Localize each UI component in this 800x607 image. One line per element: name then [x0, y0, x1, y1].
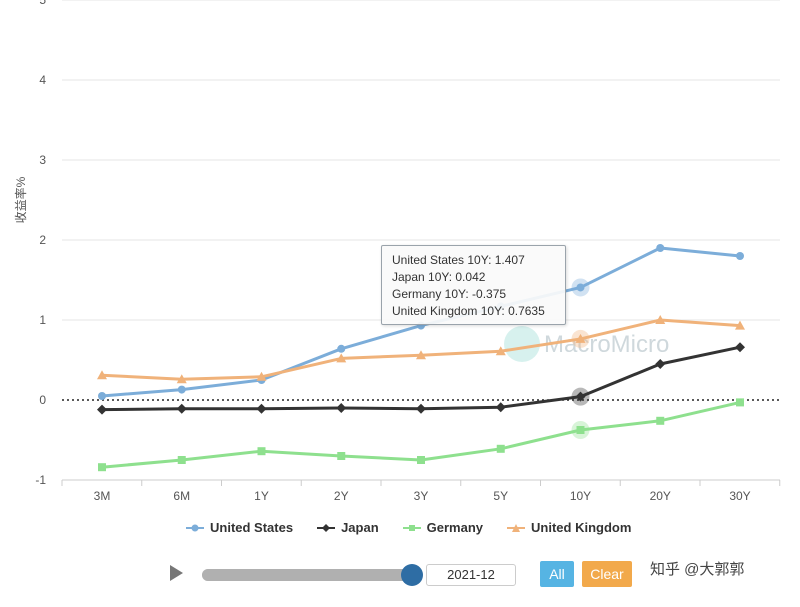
data-point [336, 403, 347, 413]
clear-button[interactable]: Clear [582, 561, 632, 587]
data-point [337, 344, 346, 353]
legend-label-japan: Japan [341, 520, 379, 535]
y-axis-label: 收益率% [13, 176, 28, 223]
x-tick-label: 10Y [570, 489, 591, 503]
data-point [656, 416, 665, 425]
tooltip-line-us: United States 10Y: 1.407 [392, 253, 525, 267]
axes: -1 0 1 2 3 4 5 3M 6M 1Y 2Y 3Y 5Y 10Y 20Y 30Y [35, 0, 781, 503]
y-tick-label: 3 [39, 153, 46, 167]
legend-swatch-germany [402, 524, 421, 531]
data-point [736, 398, 744, 407]
watermark-text: MacroMicro [544, 331, 669, 358]
series-united-states [98, 244, 744, 400]
legend-item-germany[interactable]: Germany [402, 520, 484, 535]
slider-handle[interactable] [401, 564, 423, 586]
data-point [656, 244, 665, 252]
yield-curve-chart: MacroMicro -1 0 1 2 3 4 5 3M 6M 1Y 2Y 3Y 5Y 10Y 20Y 30Y… [13, 0, 781, 503]
x-tick-label: 1Y [254, 489, 269, 503]
y-tick-label: 5 [39, 0, 46, 7]
series-united-kingdom [97, 315, 745, 384]
data-point [735, 320, 745, 330]
y-tick-label: 2 [39, 233, 46, 247]
tooltip-line-uk: United Kingdom 10Y: 0.7635 [392, 304, 545, 318]
data-point [736, 252, 744, 260]
legend-swatch-united-kingdom [507, 523, 526, 532]
data-point [98, 463, 106, 472]
data-point [177, 456, 186, 464]
data-point [575, 333, 586, 343]
x-tick-label: 30Y [729, 489, 750, 503]
data-point [97, 370, 107, 380]
data-point [256, 371, 267, 381]
x-tick-label: 5Y [493, 489, 508, 503]
x-tick-label: 20Y [650, 489, 671, 503]
legend-swatch-united-states [186, 524, 204, 531]
chart-legend: United States Japan Germany United Kingd… [186, 520, 631, 535]
data-point [177, 385, 186, 394]
watermark: MacroMicro [504, 326, 669, 362]
legend-label-united-states: United States [210, 520, 294, 535]
slider-fill [202, 569, 412, 581]
data-point [495, 346, 506, 356]
date-display[interactable]: 2021-12 [426, 564, 516, 586]
data-point [176, 403, 187, 414]
play-icon[interactable] [170, 565, 183, 581]
data-point [416, 350, 426, 360]
y-tick-label: 1 [39, 313, 46, 327]
data-point [496, 444, 505, 453]
tooltip-line-germany: Germany 10Y: -0.375 [392, 287, 507, 301]
series-japan [97, 342, 745, 415]
legend-label-united-kingdom: United Kingdom [531, 520, 632, 535]
legend-item-united-kingdom[interactable]: United Kingdom [507, 520, 631, 535]
data-point [176, 374, 187, 384]
x-tick-label: 6M [173, 489, 190, 503]
data-point [575, 391, 586, 402]
legend-item-japan[interactable]: Japan [317, 520, 379, 535]
data-point [256, 403, 267, 414]
watermark-logo [504, 326, 540, 362]
y-tick-label: -1 [35, 473, 46, 487]
credit-text: 知乎 @大郭郭 [650, 561, 745, 578]
timeline-controls: 2021-12 All Clear [170, 561, 640, 589]
y-tick-label: 4 [39, 73, 46, 87]
legend-label-germany: Germany [426, 520, 484, 535]
y-tick-label: 0 [39, 393, 46, 407]
data-point [576, 426, 585, 434]
data-point [98, 392, 106, 400]
all-button[interactable]: All [540, 561, 574, 587]
x-tick-label: 3Y [414, 489, 429, 503]
data-tooltip: United States 10Y: 1.407 Japan 10Y: 0.04… [381, 245, 566, 325]
series-lines [97, 244, 745, 472]
legend-item-united-states[interactable]: United States [186, 520, 293, 535]
data-point [416, 403, 426, 414]
data-point [735, 342, 745, 353]
data-point [257, 447, 266, 456]
data-point [417, 456, 425, 464]
data-point [655, 315, 666, 324]
x-tick-label: 3M [94, 489, 111, 503]
series-germany [98, 398, 744, 472]
data-point [97, 404, 107, 415]
tooltip-line-japan: Japan 10Y: 0.042 [392, 270, 486, 284]
x-tick-label: 2Y [334, 489, 349, 503]
legend-swatch-japan [317, 523, 336, 532]
data-point [337, 452, 346, 460]
data-point [576, 283, 585, 292]
data-point [336, 353, 347, 363]
data-point [495, 402, 506, 413]
timeline-slider[interactable] [202, 569, 412, 581]
data-point [655, 359, 666, 369]
